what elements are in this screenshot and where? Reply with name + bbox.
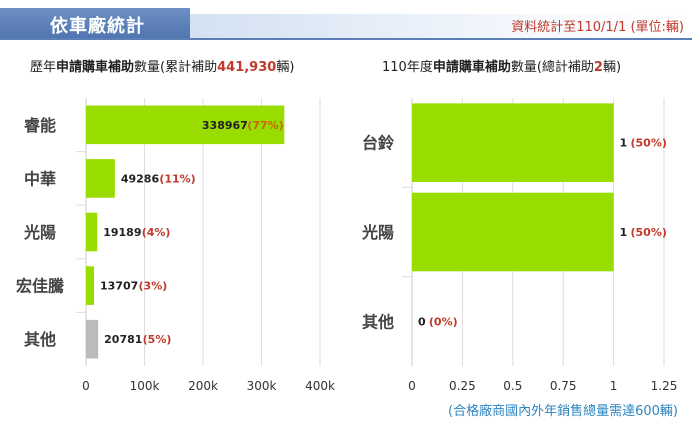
right-category-label: 台鈴 [362, 134, 395, 153]
left-heading-mid: 數量(累計補助 [134, 60, 218, 75]
left-bar [86, 212, 98, 252]
left-heading-bold: 申請購車補助 [56, 60, 135, 75]
left-x-tick-label: 100k [130, 379, 160, 393]
left-value-label: 19189 [103, 226, 141, 239]
right-value-label: 1 [620, 226, 628, 239]
left-category-label: 睿能 [24, 116, 56, 135]
left-category-label: 宏佳騰 [16, 277, 65, 296]
right-bar [412, 103, 614, 182]
left-value-label: 20781 [104, 333, 142, 346]
left-x-tick-label: 200k [188, 379, 218, 393]
right-percent-label: (50%) [631, 226, 667, 239]
left-percent-label: (5%) [143, 333, 172, 346]
page-title: 依車廠統計 [50, 16, 145, 37]
right-category-label: 其他 [362, 312, 394, 331]
right-percent-label: (50%) [631, 137, 667, 150]
right-heading-mid: 數量(總計補助 [510, 60, 594, 75]
right-x-tick-label: 0.75 [550, 379, 577, 393]
left-percent-label: (4%) [142, 226, 171, 239]
left-chart-heading: 歷年申請購車補助數量(累計補助441,930輛) [30, 56, 294, 75]
right-percent-label: (0%) [429, 315, 458, 328]
right-chart-heading: 110年度申請購車補助數量(總計補助2輛) [382, 56, 621, 75]
left-bar [86, 105, 285, 145]
left-heading-total: 441,930 [217, 60, 277, 75]
right-bar [412, 192, 614, 272]
left-percent-label: (11%) [159, 172, 195, 185]
header-title-tab [0, 8, 190, 40]
right-x-tick-label: 0.25 [449, 379, 476, 393]
source-note: 資料統計至110/1/1 (單位:輛) [511, 20, 684, 35]
right-x-tick-label: 0 [408, 379, 416, 393]
right-category-label: 光陽 [361, 223, 394, 242]
left-bar [86, 319, 99, 359]
right-x-tick-label: 1 [610, 379, 618, 393]
left-percent-label: (3%) [139, 280, 168, 293]
right-x-tick-label: 1.25 [651, 379, 678, 393]
left-x-tick-label: 0 [82, 379, 90, 393]
right-heading-prefix: 110年度 [382, 60, 433, 75]
left-heading-suffix: 輛) [276, 60, 295, 75]
left-bar [86, 266, 95, 305]
left-value-label: 49286 [121, 172, 160, 185]
footnote: (合格廠商國內外年銷售總量需達600輛) [448, 404, 678, 419]
left-percent-label: (77%) [247, 119, 283, 132]
header-bar: 依車廠統計 資料統計至110/1/1 (單位:輛) [0, 0, 692, 40]
left-x-tick-label: 300k [247, 379, 277, 393]
left-category-label: 中華 [24, 169, 56, 188]
right-heading-suffix: 輛) [602, 60, 622, 75]
left-category-label: 其他 [24, 330, 56, 349]
header-underline [0, 38, 692, 40]
right-value-label: 0 [418, 315, 426, 328]
header-gradient-line [190, 14, 692, 40]
left-heading-prefix: 歷年 [30, 60, 57, 75]
right-heading-bold: 申請購車補助 [432, 60, 511, 75]
right-value-label: 1 [620, 137, 628, 150]
left-category-label: 光陽 [23, 223, 56, 242]
left-value-label: 13707 [100, 280, 138, 293]
left-x-tick-label: 400k [305, 379, 335, 393]
right-heading-total: 2 [593, 60, 603, 75]
left-bar [86, 159, 115, 198]
left-value-label: 338967 [202, 119, 248, 132]
right-x-tick-label: 0.5 [503, 379, 522, 393]
